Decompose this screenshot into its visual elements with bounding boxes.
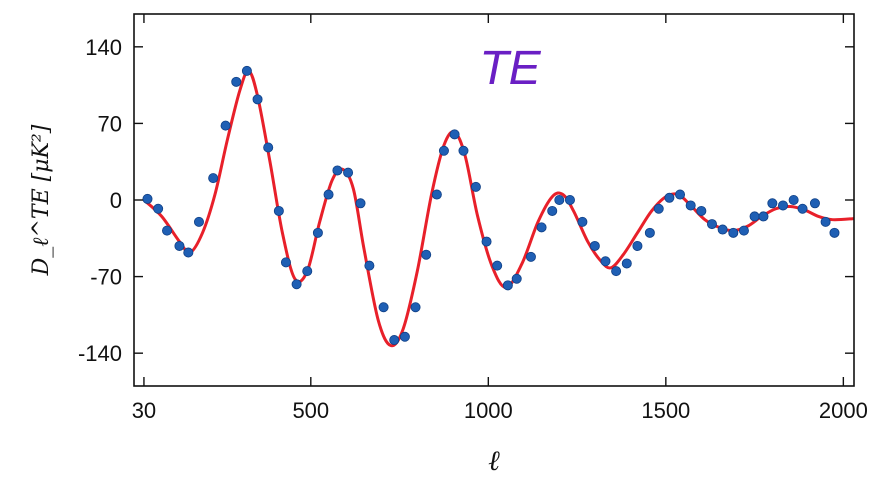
data-point-16 [312, 227, 323, 238]
data-point-49 [664, 192, 675, 203]
x-tick-label-1500: 1500 [641, 398, 690, 423]
data-point-58 [758, 211, 769, 222]
data-point-0 [142, 193, 153, 204]
data-point-22 [378, 302, 389, 313]
y-tick-label--70: -70 [90, 265, 122, 290]
data-point-33 [492, 260, 503, 271]
data-point-25 [410, 302, 421, 313]
x-axis-label: ℓ [488, 444, 500, 477]
data-point-61 [788, 194, 799, 205]
data-point-3 [174, 240, 185, 251]
data-point-50 [675, 189, 686, 200]
data-point-27 [431, 189, 442, 200]
data-point-18 [332, 165, 343, 176]
data-point-44 [611, 266, 622, 277]
data-point-63 [809, 198, 820, 209]
data-point-38 [547, 205, 558, 216]
data-point-5 [193, 216, 204, 227]
data-point-41 [577, 216, 588, 227]
data-point-28 [438, 145, 449, 156]
data-point-51 [685, 200, 696, 211]
data-point-59 [767, 198, 778, 209]
data-point-20 [355, 198, 366, 209]
y-axis-ticks: 140 70 0 -70 -140 [78, 35, 854, 366]
data-point-62 [797, 203, 808, 214]
data-point-26 [421, 249, 432, 260]
data-point-13 [280, 257, 291, 268]
data-point-4 [183, 247, 194, 258]
data-point-56 [738, 225, 749, 236]
data-point-2 [162, 225, 173, 236]
plot-background [134, 14, 854, 386]
data-point-14 [291, 279, 302, 290]
data-point-57 [749, 211, 760, 222]
data-point-36 [525, 251, 536, 262]
data-point-12 [273, 205, 284, 216]
data-point-7 [220, 120, 231, 131]
data-points-layer [142, 65, 840, 346]
x-tick-label-2000: 2000 [819, 398, 868, 423]
data-point-43 [600, 256, 611, 267]
data-point-32 [481, 236, 492, 247]
data-point-55 [728, 227, 739, 238]
data-point-42 [589, 240, 600, 251]
chart-annotation: TE [479, 42, 541, 95]
data-point-60 [777, 200, 788, 211]
data-point-19 [343, 167, 354, 178]
data-point-39 [554, 194, 565, 205]
x-tick-label-500: 500 [292, 398, 329, 423]
x-tick-label-1000: 1000 [464, 398, 513, 423]
data-point-34 [502, 280, 513, 291]
data-point-11 [263, 142, 274, 153]
data-point-65 [829, 227, 840, 238]
data-point-29 [449, 129, 460, 140]
x-axis-ticks: 30 500 1000 1500 2000 [132, 14, 868, 423]
data-point-8 [231, 76, 242, 87]
data-point-23 [389, 335, 400, 346]
data-point-53 [706, 219, 717, 230]
y-tick-label-70: 70 [98, 111, 122, 136]
y-axis-label: D_ℓ^TE [μK²] [29, 124, 54, 276]
data-point-46 [632, 240, 643, 251]
data-point-37 [536, 222, 547, 233]
data-point-54 [717, 224, 728, 235]
y-tick-label-140: 140 [85, 35, 122, 60]
data-point-45 [621, 258, 632, 269]
data-point-17 [323, 189, 334, 200]
data-point-6 [208, 173, 219, 184]
data-point-52 [696, 205, 707, 216]
data-point-47 [644, 227, 655, 238]
x-tick-label-30: 30 [132, 398, 156, 423]
data-point-15 [302, 266, 313, 277]
data-point-21 [364, 260, 375, 271]
data-point-9 [241, 65, 252, 76]
y-tick-label--140: -140 [78, 341, 122, 366]
data-point-35 [511, 273, 522, 284]
data-point-48 [653, 203, 664, 214]
data-point-30 [458, 145, 469, 156]
data-point-1 [153, 203, 164, 214]
data-point-64 [820, 216, 831, 227]
data-point-40 [564, 194, 575, 205]
data-point-24 [399, 331, 410, 342]
data-point-31 [470, 181, 481, 192]
y-tick-label-0: 0 [110, 188, 122, 213]
data-point-10 [252, 94, 263, 105]
